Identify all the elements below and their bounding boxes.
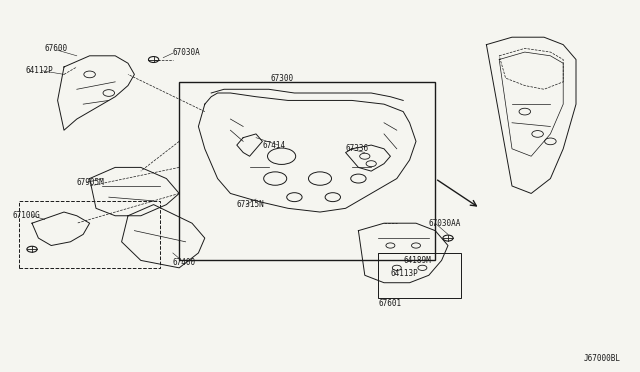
Text: 67601: 67601 (379, 299, 402, 308)
Text: 67030AA: 67030AA (429, 219, 461, 228)
Text: 67300: 67300 (270, 74, 293, 83)
Text: 67905M: 67905M (77, 178, 104, 187)
Text: 64113P: 64113P (390, 269, 418, 278)
Text: 67600: 67600 (45, 44, 68, 53)
Text: 64189M: 64189M (403, 256, 431, 265)
Text: 67336: 67336 (346, 144, 369, 153)
Text: 67315N: 67315N (237, 200, 264, 209)
Bar (19, 201, 160, 268)
Text: 64112P: 64112P (26, 66, 53, 75)
Text: J67000BL: J67000BL (584, 355, 621, 363)
Bar (378, 253, 461, 298)
Text: 67400: 67400 (173, 258, 196, 267)
Text: 67100G: 67100G (13, 211, 40, 220)
Text: 67030A: 67030A (173, 48, 200, 57)
Text: 67414: 67414 (262, 141, 285, 150)
Bar (179, 82, 435, 260)
